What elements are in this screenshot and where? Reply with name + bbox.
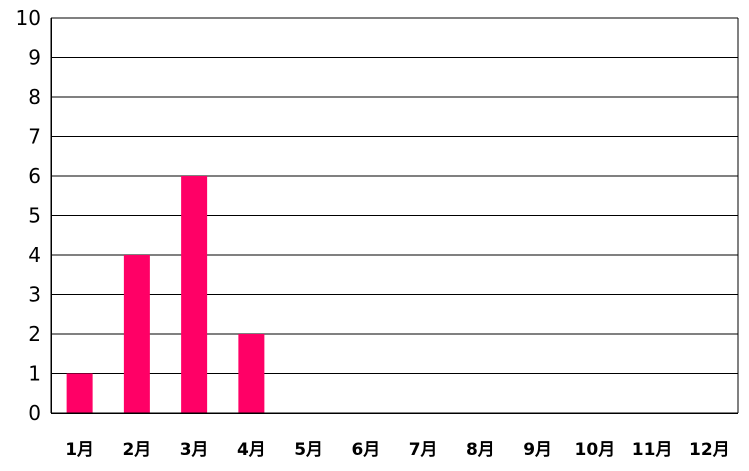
y-tick-label: 8 [28,85,41,109]
x-tick-labels: 1月 2月 3月 4月 5月 6月 7月 8月 9月 10月 11月 12月 [65,440,730,460]
y-tick-label: 3 [28,283,41,307]
y-tick-label: 10 [16,6,41,30]
x-tick-label: 9月 [523,440,552,460]
grid-lines [51,17,738,414]
axes [50,18,739,414]
y-tick-label: 9 [28,46,41,70]
x-tick-label: 1月 [65,440,94,460]
y-tick-label: 4 [28,243,41,267]
x-tick-label: 6月 [351,440,380,460]
y-tick-label: 5 [28,204,41,228]
x-tick-label: 8月 [466,440,495,460]
x-tick-label: 10月 [575,440,616,460]
x-tick-label: 12月 [689,440,730,460]
y-tick-label: 6 [28,164,41,188]
y-tick-label: 0 [28,401,41,425]
bar-2 [123,255,150,413]
x-tick-label: 3月 [180,440,209,460]
bar-3 [181,176,208,413]
y-tick-label: 7 [28,125,41,149]
bars [66,176,265,413]
x-tick-label: 4月 [237,440,266,460]
y-tick-label: 2 [28,322,41,346]
x-tick-label: 2月 [122,440,151,460]
x-tick-label: 5月 [294,440,323,460]
y-tick-labels: 0 1 2 3 4 5 6 7 8 9 10 [16,6,41,425]
x-tick-label: 7月 [409,440,438,460]
y-tick-label: 1 [28,362,41,386]
bar-1 [66,373,93,413]
bar-4 [238,334,265,413]
x-tick-label: 11月 [632,440,673,460]
